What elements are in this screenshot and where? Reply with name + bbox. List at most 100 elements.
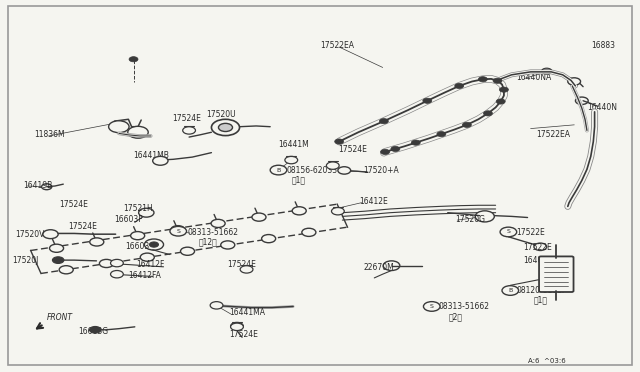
Circle shape — [335, 139, 344, 144]
Text: B: B — [508, 288, 513, 293]
Text: S: S — [176, 229, 180, 234]
Circle shape — [292, 207, 306, 215]
FancyBboxPatch shape — [8, 6, 632, 365]
Text: 17520G: 17520G — [456, 215, 485, 224]
Circle shape — [42, 184, 52, 190]
Text: 17524E: 17524E — [68, 222, 97, 231]
Circle shape — [500, 227, 516, 237]
Circle shape — [302, 228, 316, 237]
Text: 08120-8161F: 08120-8161F — [516, 286, 567, 295]
Text: 16441MA: 16441MA — [229, 308, 266, 317]
Text: FRONT: FRONT — [47, 313, 73, 322]
Circle shape — [131, 232, 145, 240]
Circle shape — [383, 261, 400, 270]
Text: 17524E: 17524E — [229, 330, 258, 340]
Text: 16603G: 16603G — [79, 327, 109, 336]
Text: 08313-51662: 08313-51662 — [187, 228, 238, 237]
Circle shape — [270, 165, 287, 175]
Circle shape — [139, 208, 154, 217]
Circle shape — [285, 156, 298, 164]
Circle shape — [568, 78, 580, 85]
Circle shape — [90, 238, 104, 246]
Circle shape — [240, 266, 253, 273]
Text: 17520+A: 17520+A — [364, 166, 399, 175]
Text: 、12。: 、12。 — [198, 238, 218, 247]
Text: B: B — [276, 167, 280, 173]
Circle shape — [499, 87, 508, 92]
Text: 16441M: 16441M — [278, 140, 309, 149]
Circle shape — [180, 247, 195, 255]
Circle shape — [575, 97, 588, 105]
Circle shape — [437, 132, 446, 137]
Text: 17524E: 17524E — [60, 200, 88, 209]
Circle shape — [145, 239, 164, 250]
FancyBboxPatch shape — [539, 256, 573, 292]
Circle shape — [111, 270, 124, 278]
Circle shape — [221, 241, 235, 249]
Text: 16440N: 16440N — [587, 103, 617, 112]
Text: 17524E: 17524E — [338, 145, 367, 154]
Circle shape — [59, 266, 73, 274]
Text: S: S — [506, 230, 510, 234]
Circle shape — [109, 121, 129, 133]
Circle shape — [381, 149, 390, 154]
Circle shape — [140, 253, 154, 261]
Text: 16440NA: 16440NA — [516, 73, 552, 82]
Circle shape — [211, 119, 239, 136]
Circle shape — [218, 124, 232, 132]
Text: S: S — [430, 304, 434, 309]
Circle shape — [502, 286, 518, 295]
Circle shape — [52, 257, 64, 263]
Circle shape — [391, 146, 400, 151]
Text: 16412F: 16412F — [136, 260, 164, 269]
Circle shape — [455, 83, 464, 89]
Circle shape — [380, 119, 388, 124]
Circle shape — [478, 77, 487, 82]
Text: 17520J: 17520J — [12, 256, 38, 264]
Text: A:6  ^03:6: A:6 ^03:6 — [527, 358, 565, 364]
Circle shape — [150, 242, 159, 247]
Circle shape — [496, 99, 505, 104]
Text: 17521H: 17521H — [124, 204, 153, 213]
Text: 22670M: 22670M — [364, 263, 394, 272]
Circle shape — [541, 68, 552, 74]
Text: 16603F: 16603F — [115, 215, 143, 224]
Text: 、2。: 、2。 — [449, 312, 463, 321]
Circle shape — [170, 227, 186, 236]
Text: 17520U: 17520U — [206, 110, 236, 119]
Text: 16603: 16603 — [125, 241, 150, 250]
Circle shape — [423, 98, 432, 103]
Text: 17522E: 17522E — [516, 228, 545, 237]
Circle shape — [49, 244, 63, 252]
Text: 17522EA: 17522EA — [320, 41, 354, 51]
Circle shape — [262, 235, 276, 243]
Circle shape — [99, 259, 113, 267]
Circle shape — [111, 259, 124, 267]
Circle shape — [338, 167, 351, 174]
Text: 16883: 16883 — [591, 41, 616, 50]
Circle shape — [332, 208, 344, 215]
Circle shape — [230, 323, 243, 330]
Text: 17524E: 17524E — [227, 260, 256, 269]
Text: 11836M: 11836M — [34, 130, 65, 140]
Circle shape — [90, 327, 101, 333]
Text: 、1。: 、1。 — [291, 176, 305, 185]
Text: 17520V: 17520V — [15, 230, 44, 239]
Text: 、1。: 、1。 — [534, 296, 548, 305]
Text: 08156-62033: 08156-62033 — [287, 166, 338, 174]
Circle shape — [424, 302, 440, 311]
Circle shape — [252, 213, 266, 221]
Circle shape — [483, 111, 492, 116]
Circle shape — [182, 127, 195, 134]
Circle shape — [128, 126, 148, 138]
Circle shape — [326, 162, 339, 169]
Circle shape — [475, 211, 494, 222]
Text: 17524E: 17524E — [172, 114, 201, 123]
Circle shape — [129, 57, 138, 62]
Circle shape — [210, 302, 223, 309]
Text: 08313-51662: 08313-51662 — [438, 302, 489, 311]
Circle shape — [211, 219, 225, 228]
Text: 16419B: 16419B — [23, 181, 52, 190]
Text: 16412FA: 16412FA — [129, 271, 161, 280]
Circle shape — [534, 243, 547, 250]
